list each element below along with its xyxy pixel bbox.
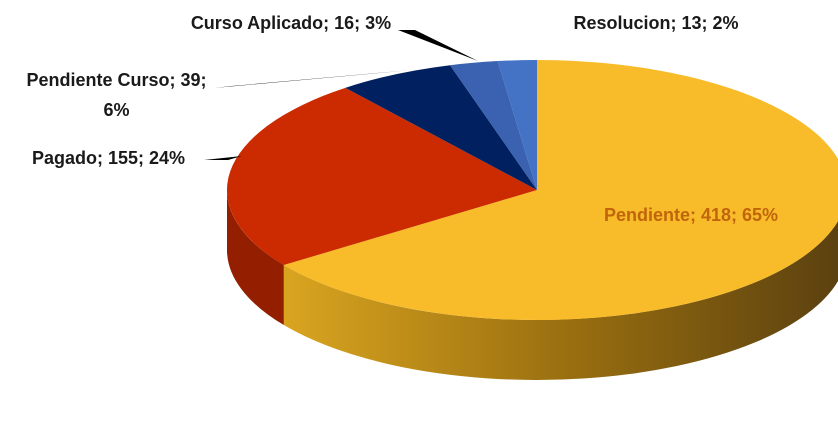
pie-slice: [283, 60, 838, 320]
data-label: Pagado; 155; 24%: [31, 148, 186, 168]
pie-slice: [227, 87, 537, 266]
data-label: Resolucion; 13; 2%: [573, 13, 739, 33]
pie-slice: [450, 61, 537, 190]
leader-line: [204, 156, 242, 160]
pie-slice: [345, 65, 537, 190]
data-label: Curso Aplicado; 16; 3%: [190, 13, 392, 33]
slice-side: [227, 190, 284, 326]
leader-line: [214, 70, 412, 88]
data-label: Pendiente Curso; 39; 6%: [26, 70, 207, 120]
data-label: Pendiente; 418; 65%: [603, 205, 779, 225]
leader-line: [398, 30, 478, 61]
slice-side: [283, 221, 838, 380]
pie-slice: [497, 60, 537, 190]
leader-line: [522, 28, 530, 60]
